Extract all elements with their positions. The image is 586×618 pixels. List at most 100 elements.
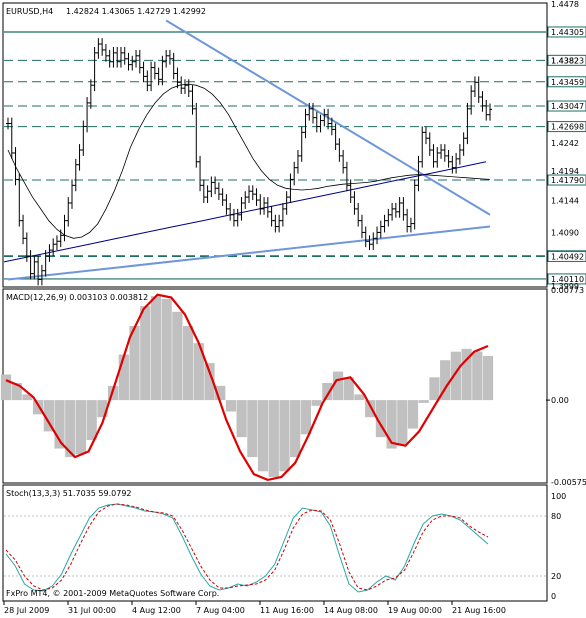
price-y-tick: 1.4194 xyxy=(551,167,579,176)
x-tick-label: 31 Jul 00:00 xyxy=(68,606,116,615)
price-layer xyxy=(3,19,546,286)
macd-histogram-bar xyxy=(172,311,183,401)
macd-histogram-bar xyxy=(118,354,129,401)
macd-y-tick: 0.00 xyxy=(551,396,569,405)
macd-histogram-bar xyxy=(461,348,472,401)
macd-histogram-bar xyxy=(300,400,312,435)
level-label: 1.40492 xyxy=(551,252,584,261)
level-label-box xyxy=(547,250,586,262)
trendline-lower xyxy=(7,225,491,281)
x-tick-label: 28 Jul 2009 xyxy=(4,606,49,615)
macd-histogram-bar xyxy=(54,400,65,449)
macd-histogram-bar xyxy=(332,371,344,401)
macd-signal-line xyxy=(5,293,489,482)
stoch-y-tick: 80 xyxy=(551,512,561,521)
level-label-box xyxy=(547,54,586,66)
macd-histogram-bar xyxy=(482,355,494,401)
ohlc-readout: 1.42824 1.43065 1.42729 1.42992 xyxy=(66,7,206,16)
macd-histogram-bar xyxy=(268,400,279,478)
level-label-box xyxy=(547,100,586,112)
macd-histogram-bar xyxy=(440,360,451,401)
price-y-tick: 1.4242 xyxy=(551,139,579,148)
macd-histogram-bar xyxy=(22,394,33,401)
stoch-main-line xyxy=(5,503,489,593)
level-label-box xyxy=(547,273,586,285)
price-y-tick: 1.4090 xyxy=(551,228,579,237)
macd-histogram-bar xyxy=(0,374,12,401)
macd-histogram-bar xyxy=(150,296,162,401)
x-tick-label: 4 Aug 12:00 xyxy=(132,606,181,615)
macd-histogram-bar xyxy=(407,400,419,429)
stoch-layer xyxy=(4,503,546,593)
macd-histogram-bar xyxy=(472,351,483,401)
level-label: 1.41790 xyxy=(551,176,584,185)
x-tick-label: 21 Aug 16:00 xyxy=(452,606,506,615)
macd-histogram-bar xyxy=(215,385,226,401)
price-y-tick: 1.4144 xyxy=(551,197,579,206)
macd-histogram-bar xyxy=(279,400,290,472)
price-y-tick: 1.4478 xyxy=(551,0,579,9)
macd-histogram-bar xyxy=(11,383,22,401)
macd-histogram-bar xyxy=(365,400,376,418)
macd-histogram-bar xyxy=(375,400,386,438)
macd-histogram-bar xyxy=(290,400,301,458)
level-label-box xyxy=(547,26,586,38)
price-panel[interactable] xyxy=(2,2,548,288)
level-label: 1.44305 xyxy=(551,28,584,37)
axes-layer: 1.44305 1.43823 1.43459 1.43047 1.42698 1.417… xyxy=(3,0,586,615)
macd-histogram-bar xyxy=(429,377,440,401)
macd-histogram-bar xyxy=(418,400,429,403)
macd-histogram-bar xyxy=(257,400,269,472)
macd-histogram-bar xyxy=(354,394,365,401)
level-label: 1.43823 xyxy=(551,56,584,65)
copyright-text: FxPro MT4, © 2001-2009 MetaQuotes Softwa… xyxy=(6,589,219,598)
symbol-title: EURUSD,H4 xyxy=(6,7,53,16)
macd-histogram-bar xyxy=(236,400,247,438)
ma-fast-line xyxy=(7,83,491,239)
macd-histogram-bar xyxy=(311,400,322,406)
macd-histogram-bar xyxy=(97,400,108,418)
macd-histogram-bar xyxy=(140,306,151,401)
stoch-y-tick: 100 xyxy=(551,492,566,501)
macd-y-tick: 0.00773 xyxy=(551,286,584,295)
macd-histogram-bar xyxy=(343,377,354,401)
stoch-signal-line xyxy=(5,503,489,591)
macd-histogram-bar xyxy=(75,400,87,455)
macd-histogram-bar xyxy=(204,363,215,401)
macd-histogram-bar xyxy=(322,383,333,401)
level-label-box xyxy=(547,121,586,133)
macd-histogram-bar xyxy=(225,400,237,412)
macd-histogram-bar xyxy=(86,400,97,440)
price-y-tick: 1.3999 xyxy=(551,282,579,291)
stoch-y-tick: 20 xyxy=(551,572,561,581)
macd-histogram-bar xyxy=(161,298,172,401)
x-tick-label: 11 Aug 16:00 xyxy=(260,606,314,615)
stoch-y-tick: 0 xyxy=(551,592,556,601)
ma-slow-line xyxy=(3,161,487,263)
level-label: 1.43047 xyxy=(551,102,584,111)
macd-layer xyxy=(0,293,494,482)
level-label-box xyxy=(547,174,586,186)
stoch-panel[interactable] xyxy=(2,484,548,602)
macd-histogram-bar xyxy=(33,400,44,415)
macd-histogram-bar xyxy=(193,343,204,401)
macd-histogram-bar xyxy=(397,400,408,446)
level-label: 1.42698 xyxy=(551,123,584,132)
macd-histogram-bar xyxy=(65,400,76,458)
macd-histogram-bar xyxy=(43,400,54,432)
level-label-box xyxy=(547,76,586,88)
price-y-tick: 1.4382 xyxy=(551,57,579,66)
level-label: 1.43459 xyxy=(551,78,584,87)
x-tick-label: 7 Aug 04:00 xyxy=(196,606,245,615)
x-tick-label: 14 Aug 08:00 xyxy=(324,606,378,615)
macd-title: MACD(12,26,9) 0.003103 0.003812 xyxy=(6,293,148,302)
level-label: 1.40110 xyxy=(551,275,584,284)
macd-y-tick: -0.00575 xyxy=(551,478,586,487)
macd-histogram-bar xyxy=(450,351,461,401)
stoch-title: Stoch(13,3,3) 51.7035 59.0792 xyxy=(6,489,132,498)
x-tick-label: 19 Aug 00:00 xyxy=(388,606,442,615)
macd-histogram-bar xyxy=(247,400,258,458)
macd-histogram-bar xyxy=(129,326,140,401)
macd-histogram-bar xyxy=(386,400,397,449)
